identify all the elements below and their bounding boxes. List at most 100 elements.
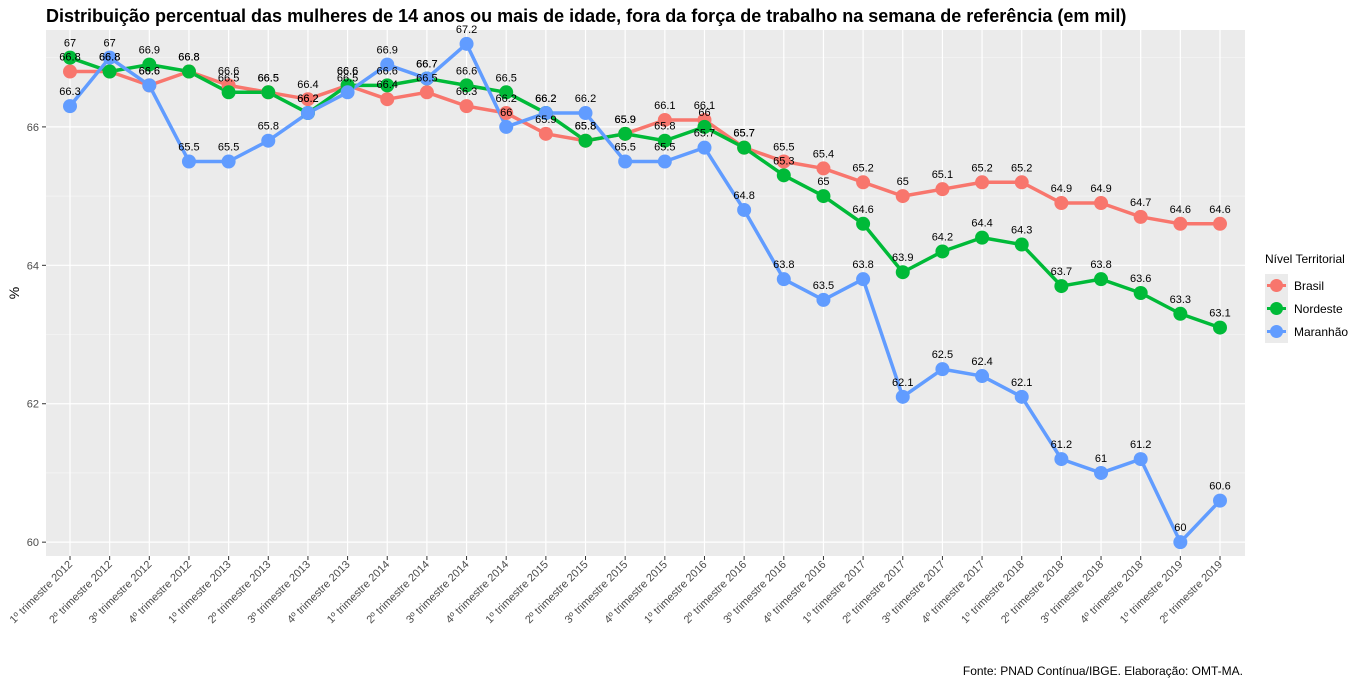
data-point-maranhao xyxy=(1094,465,1109,480)
data-point-maranhao xyxy=(935,362,950,377)
data-point-maranhao xyxy=(142,78,157,93)
data-point-maranhao xyxy=(63,99,77,114)
data-point-brasil xyxy=(856,175,871,190)
data-label-nordeste: 64.2 xyxy=(932,231,953,243)
data-label-nordeste: 66.2 xyxy=(297,93,318,105)
data-point-maranhao xyxy=(1173,535,1188,550)
data-point-maranhao xyxy=(1133,452,1148,467)
data-point-nordeste xyxy=(499,85,514,100)
data-label-brasil: 66.8 xyxy=(178,52,199,64)
data-point-maranhao xyxy=(1054,452,1069,467)
data-point-maranhao xyxy=(499,119,514,134)
data-point-nordeste xyxy=(1014,237,1029,252)
data-point-brasil xyxy=(1133,209,1148,224)
data-point-maranhao xyxy=(181,154,196,169)
data-point-nordeste xyxy=(63,50,77,65)
data-label-brasil: 65.2 xyxy=(852,162,873,174)
data-point-nordeste xyxy=(1054,279,1069,294)
data-label-maranhao: 65.5 xyxy=(614,142,635,154)
data-point-brasil xyxy=(816,161,831,176)
data-point-nordeste xyxy=(261,85,276,100)
data-point-nordeste xyxy=(221,85,236,100)
data-label-maranhao: 61.2 xyxy=(1051,439,1072,451)
data-label-maranhao: 64.8 xyxy=(733,190,754,202)
legend-item-maranhao: Maranhão xyxy=(1265,320,1348,343)
legend-title: Nível Territorial xyxy=(1265,252,1345,266)
data-label-nordeste: 66.2 xyxy=(535,93,556,105)
data-label-brasil: 66.6 xyxy=(337,65,358,77)
data-label-maranhao: 66.9 xyxy=(377,45,398,57)
legend-label-brasil: Brasil xyxy=(1294,278,1325,293)
data-point-maranhao xyxy=(1014,389,1029,404)
data-point-maranhao xyxy=(657,154,672,169)
legend-label-nordeste: Nordeste xyxy=(1294,301,1343,316)
data-point-nordeste xyxy=(657,133,672,148)
data-label-nordeste: 66.6 xyxy=(337,65,358,77)
data-point-nordeste xyxy=(776,168,791,183)
data-point-brasil xyxy=(1213,216,1227,231)
data-label-maranhao: 61 xyxy=(1095,453,1107,465)
data-label-nordeste: 63.1 xyxy=(1209,308,1230,320)
data-label-brasil: 65 xyxy=(897,176,909,188)
data-point-brasil xyxy=(935,182,950,197)
data-point-nordeste xyxy=(380,78,395,93)
data-point-nordeste xyxy=(1173,306,1188,321)
data-point-maranhao xyxy=(221,154,236,169)
data-label-maranhao: 65.5 xyxy=(178,142,199,154)
data-label-nordeste: 67 xyxy=(64,38,76,50)
data-point-nordeste xyxy=(1133,286,1148,300)
data-point-brasil xyxy=(1094,196,1109,211)
data-label-brasil: 64.6 xyxy=(1170,204,1191,216)
data-point-nordeste xyxy=(737,140,752,155)
y-axis-title: % xyxy=(6,287,22,299)
data-label-brasil: 66.2 xyxy=(495,93,516,105)
data-label-brasil: 66.1 xyxy=(654,100,675,112)
data-point-maranhao xyxy=(261,133,276,148)
data-label-brasil: 65.5 xyxy=(773,142,794,154)
data-label-nordeste: 63.3 xyxy=(1170,294,1191,306)
data-label-brasil: 64.9 xyxy=(1090,183,1111,195)
data-label-nordeste: 66.6 xyxy=(377,65,398,77)
data-label-nordeste: 66.8 xyxy=(99,52,120,64)
data-point-nordeste xyxy=(1094,272,1109,287)
data-point-brasil xyxy=(63,64,77,79)
plot-panel xyxy=(46,30,1245,556)
data-label-maranhao: 66 xyxy=(500,107,512,119)
data-point-maranhao xyxy=(340,85,355,100)
data-label-maranhao: 62.1 xyxy=(892,377,913,389)
data-point-maranhao xyxy=(975,369,990,384)
data-label-nordeste: 66 xyxy=(698,107,710,119)
data-label-brasil: 65.2 xyxy=(971,162,992,174)
data-label-nordeste: 63.6 xyxy=(1130,273,1151,285)
data-label-nordeste: 64.3 xyxy=(1011,225,1032,237)
data-point-maranhao xyxy=(578,106,593,121)
data-label-nordeste: 64.6 xyxy=(852,204,873,216)
data-label-maranhao: 66.6 xyxy=(139,65,160,77)
y-tick-label: 62 xyxy=(27,399,39,411)
data-label-nordeste: 63.9 xyxy=(892,252,913,264)
data-point-nordeste xyxy=(895,265,910,280)
data-point-brasil xyxy=(459,99,474,114)
legend-point xyxy=(1270,325,1283,338)
data-point-maranhao xyxy=(419,71,434,86)
data-label-maranhao: 66.7 xyxy=(416,58,437,70)
data-label-maranhao: 65.7 xyxy=(694,128,715,140)
data-point-brasil xyxy=(419,85,434,100)
data-label-maranhao: 66.2 xyxy=(535,93,556,105)
data-label-brasil: 65.9 xyxy=(535,114,556,126)
data-label-nordeste: 65 xyxy=(817,176,829,188)
data-point-maranhao xyxy=(102,50,117,65)
data-label-brasil: 66.6 xyxy=(218,65,239,77)
data-point-nordeste xyxy=(856,216,871,231)
data-point-maranhao xyxy=(1213,493,1227,508)
legend-key-brasil xyxy=(1265,274,1288,297)
chart-caption: Fonte: PNAD Contínua/IBGE. Elaboração: O… xyxy=(962,664,1243,678)
data-point-nordeste xyxy=(181,64,196,79)
data-label-nordeste: 66.9 xyxy=(139,45,160,57)
data-label-brasil: 64.7 xyxy=(1130,197,1151,209)
chart-title: Distribuição percentual das mulheres de … xyxy=(46,6,1127,26)
data-label-brasil: 64.9 xyxy=(1051,183,1072,195)
legend-item-nordeste: Nordeste xyxy=(1265,297,1348,320)
legend-point xyxy=(1270,302,1283,315)
legend-items: Brasil Nordeste Maranhão xyxy=(1265,274,1348,343)
